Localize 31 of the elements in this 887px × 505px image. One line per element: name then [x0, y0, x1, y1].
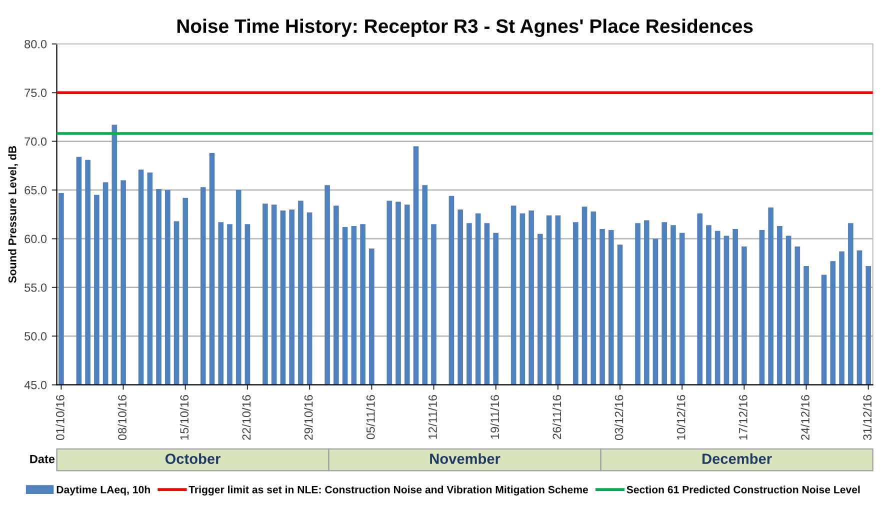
x-tick-label: 01/10/16 [56, 395, 64, 440]
y-tick-label: 55.0 [24, 283, 47, 292]
x-tick-label: 12/11/16 [428, 395, 437, 439]
chart-title: Noise Time History: Receptor R3 - St Agnes' Place Residences [177, 18, 753, 37]
y-tick-label: 80.0 [24, 40, 47, 48]
x-tick-label: 26/11/16 [552, 395, 562, 440]
y-tick-label: 65.0 [24, 186, 47, 194]
legend-label: Section 61 Predicted Construction Noise Level [626, 486, 860, 494]
y-tick-label: 60.0 [24, 234, 47, 244]
x-tick-label: 03/12/16 [614, 395, 624, 440]
y-tick-label: 70.0 [24, 137, 47, 146]
x-tick-label: 15/10/16 [180, 395, 189, 440]
legend-label: Trigger limit as set in NLE: Construction Noise and Vibration Mitigation Scheme [188, 486, 588, 496]
text: December [702, 453, 772, 464]
x-tick-label: 05/11/16 [366, 395, 375, 440]
x-tick-label: 22/10/16 [242, 395, 251, 440]
y-tick-label: 75.0 [24, 88, 47, 98]
x-tick-label: 31/12/16 [862, 395, 872, 440]
y-tick-label: 50.0 [24, 332, 47, 341]
x-tick-label: 19/11/16 [490, 395, 499, 439]
y-axis-title: Sound Pressure Level, dB [8, 146, 18, 283]
y-tick-label: 45.0 [24, 380, 47, 390]
text: November [430, 453, 500, 464]
x-tick-label: 24/12/16 [800, 395, 810, 440]
x-tick-label: 29/10/16 [304, 395, 313, 440]
x-tick-label: 17/12/16 [738, 395, 748, 440]
legend-label: Daytime LAeq, 10h [56, 486, 150, 496]
x-axis-title: Date [30, 454, 55, 464]
text: October [165, 453, 221, 464]
x-tick-label: 10/12/16 [676, 395, 686, 440]
x-tick-label: 08/10/16 [118, 395, 126, 440]
